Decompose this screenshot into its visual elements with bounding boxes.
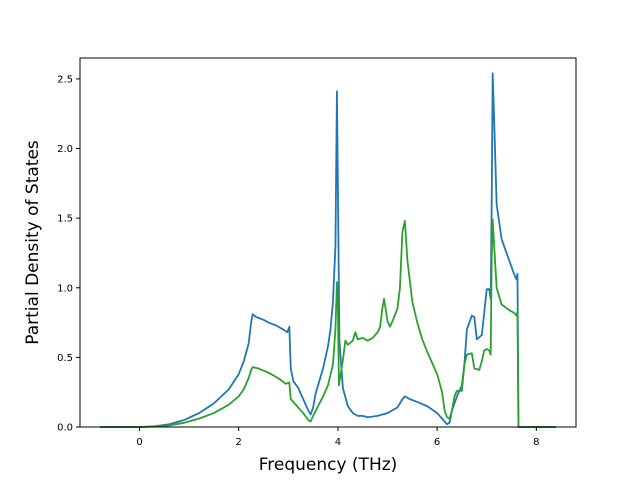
series-line-2 (99, 218, 557, 428)
x-axis-ticks: 0 2 4 6 8 (136, 427, 540, 448)
y-tick-label: 2.0 (57, 144, 73, 155)
y-tick-label: 1.0 (57, 283, 73, 294)
y-axis-ticks: 0.0 0.5 1.0 1.5 2.0 2.5 (57, 74, 80, 434)
y-tick-label: 1.5 (57, 214, 73, 225)
y-axis-label: Partial Density of States (23, 140, 43, 345)
x-tick-label: 6 (434, 437, 440, 448)
y-tick-label: 2.5 (57, 74, 73, 85)
x-axis-label: Frequency (THz) (259, 455, 398, 475)
y-tick-label: 0.0 (57, 423, 73, 434)
x-tick-label: 0 (136, 437, 142, 448)
x-tick-label: 2 (236, 437, 242, 448)
plot-area (99, 72, 557, 428)
series-line-1 (99, 72, 557, 428)
plot-frame (79, 57, 577, 428)
x-tick-label: 4 (335, 437, 341, 448)
x-tick-label: 8 (533, 437, 539, 448)
y-tick-label: 0.5 (57, 353, 73, 364)
